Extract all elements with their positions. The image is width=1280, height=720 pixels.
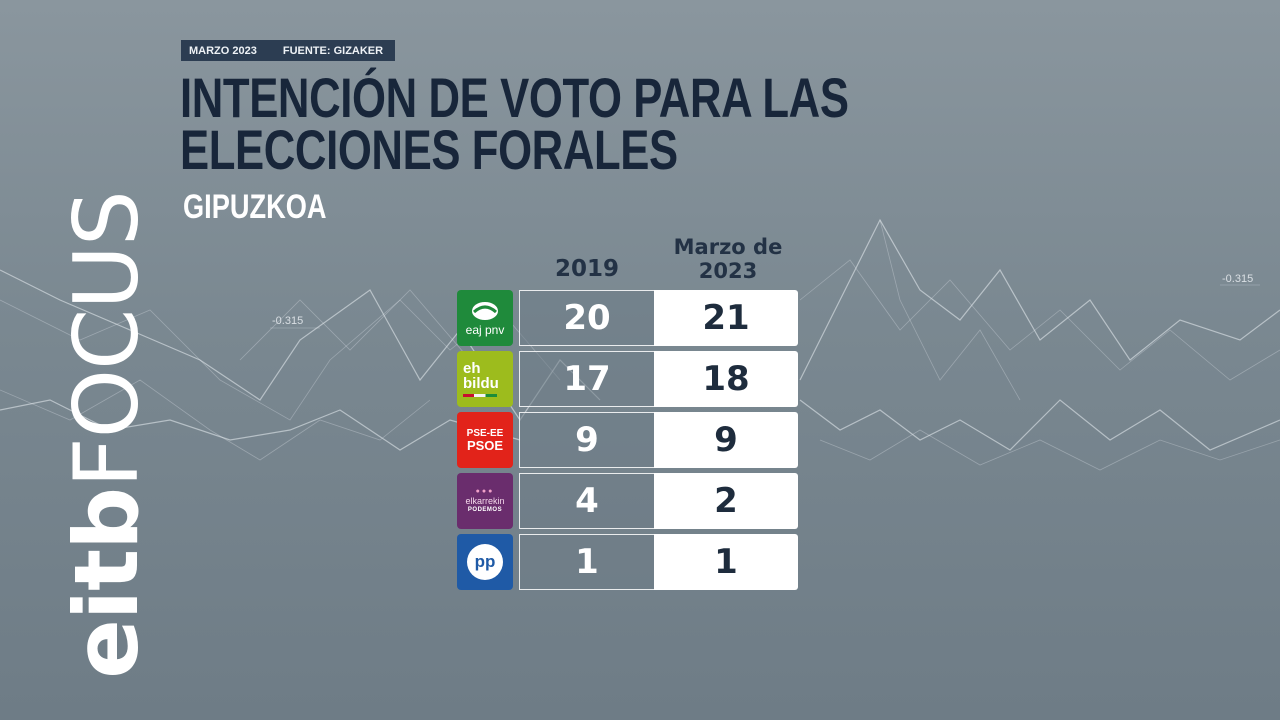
pp-logo-label: pp — [467, 544, 503, 580]
background-label: -0.315 — [272, 315, 303, 327]
seats-2023-psoe: 9 — [654, 412, 798, 468]
podemos-logo-icon: ●●● elkarrekin PODEMOS — [457, 473, 513, 529]
seats-2023-bildu: 18 — [654, 351, 798, 407]
psoe-logo-icon: PSE-EE PSOE — [457, 412, 513, 468]
table-row-pp: pp 1 1 — [457, 534, 799, 590]
pp-logo-icon: pp — [457, 534, 513, 590]
brand-logo: eitbFOCUS — [55, 191, 158, 679]
seats-2023-podemos: 2 — [654, 473, 798, 529]
brand-wordmark: eitbFOCUS — [55, 191, 158, 679]
seats-2019-podemos: 4 — [519, 473, 655, 529]
brand-part2: FOCUS — [55, 191, 158, 488]
background-label: -0.315 — [1222, 273, 1253, 285]
page-title: INTENCIÓN DE VOTO PARA LAS ELECCIONES FO… — [180, 66, 849, 181]
seats-table: eaj pnv 20 21 eh bildu 17 18 PSE-EE PSOE… — [457, 290, 799, 595]
bildu-logo-label: eh bildu — [463, 360, 499, 392]
pnv-logo-label: eaj pnv — [465, 323, 505, 337]
table-row-psoe: PSE-EE PSOE 9 9 — [457, 412, 799, 468]
seats-2019-bildu: 17 — [519, 351, 655, 407]
brand-part1: eitb — [55, 487, 158, 679]
pnv-leaf-icon — [472, 302, 498, 320]
table-row-bildu: eh bildu 17 18 — [457, 351, 799, 407]
psoe-logo-label: PSOE — [466, 437, 504, 453]
column-header-2023: Marzo de 2023 — [673, 235, 783, 283]
table-row-pnv: eaj pnv 20 21 — [457, 290, 799, 346]
podemos-dots-icon: ●●● — [475, 488, 495, 495]
header-tag: MARZO 2023 FUENTE: GIZAKER — [181, 40, 395, 61]
bildu-stripe — [463, 394, 497, 397]
pnv-logo-icon: eaj pnv — [457, 290, 513, 346]
survey-source: FUENTE: GIZAKER — [282, 44, 384, 57]
table-row-podemos: ●●● elkarrekin PODEMOS 4 2 — [457, 473, 799, 529]
podemos-logo-label: elkarrekin — [465, 496, 505, 506]
seats-2019-pp: 1 — [519, 534, 655, 590]
seats-2019-psoe: 9 — [519, 412, 655, 468]
survey-date: MARZO 2023 — [189, 44, 257, 57]
psoe-logo-top: PSE-EE — [466, 427, 504, 439]
column-header-2019: 2019 — [554, 256, 619, 282]
bildu-logo-icon: eh bildu — [457, 351, 513, 407]
seats-2023-pnv: 21 — [654, 290, 798, 346]
region-subtitle: GIPUZKOA — [183, 188, 327, 226]
podemos-logo-sub: PODEMOS — [467, 507, 503, 513]
seats-2023-pp: 1 — [654, 534, 798, 590]
seats-2019-pnv: 20 — [519, 290, 655, 346]
